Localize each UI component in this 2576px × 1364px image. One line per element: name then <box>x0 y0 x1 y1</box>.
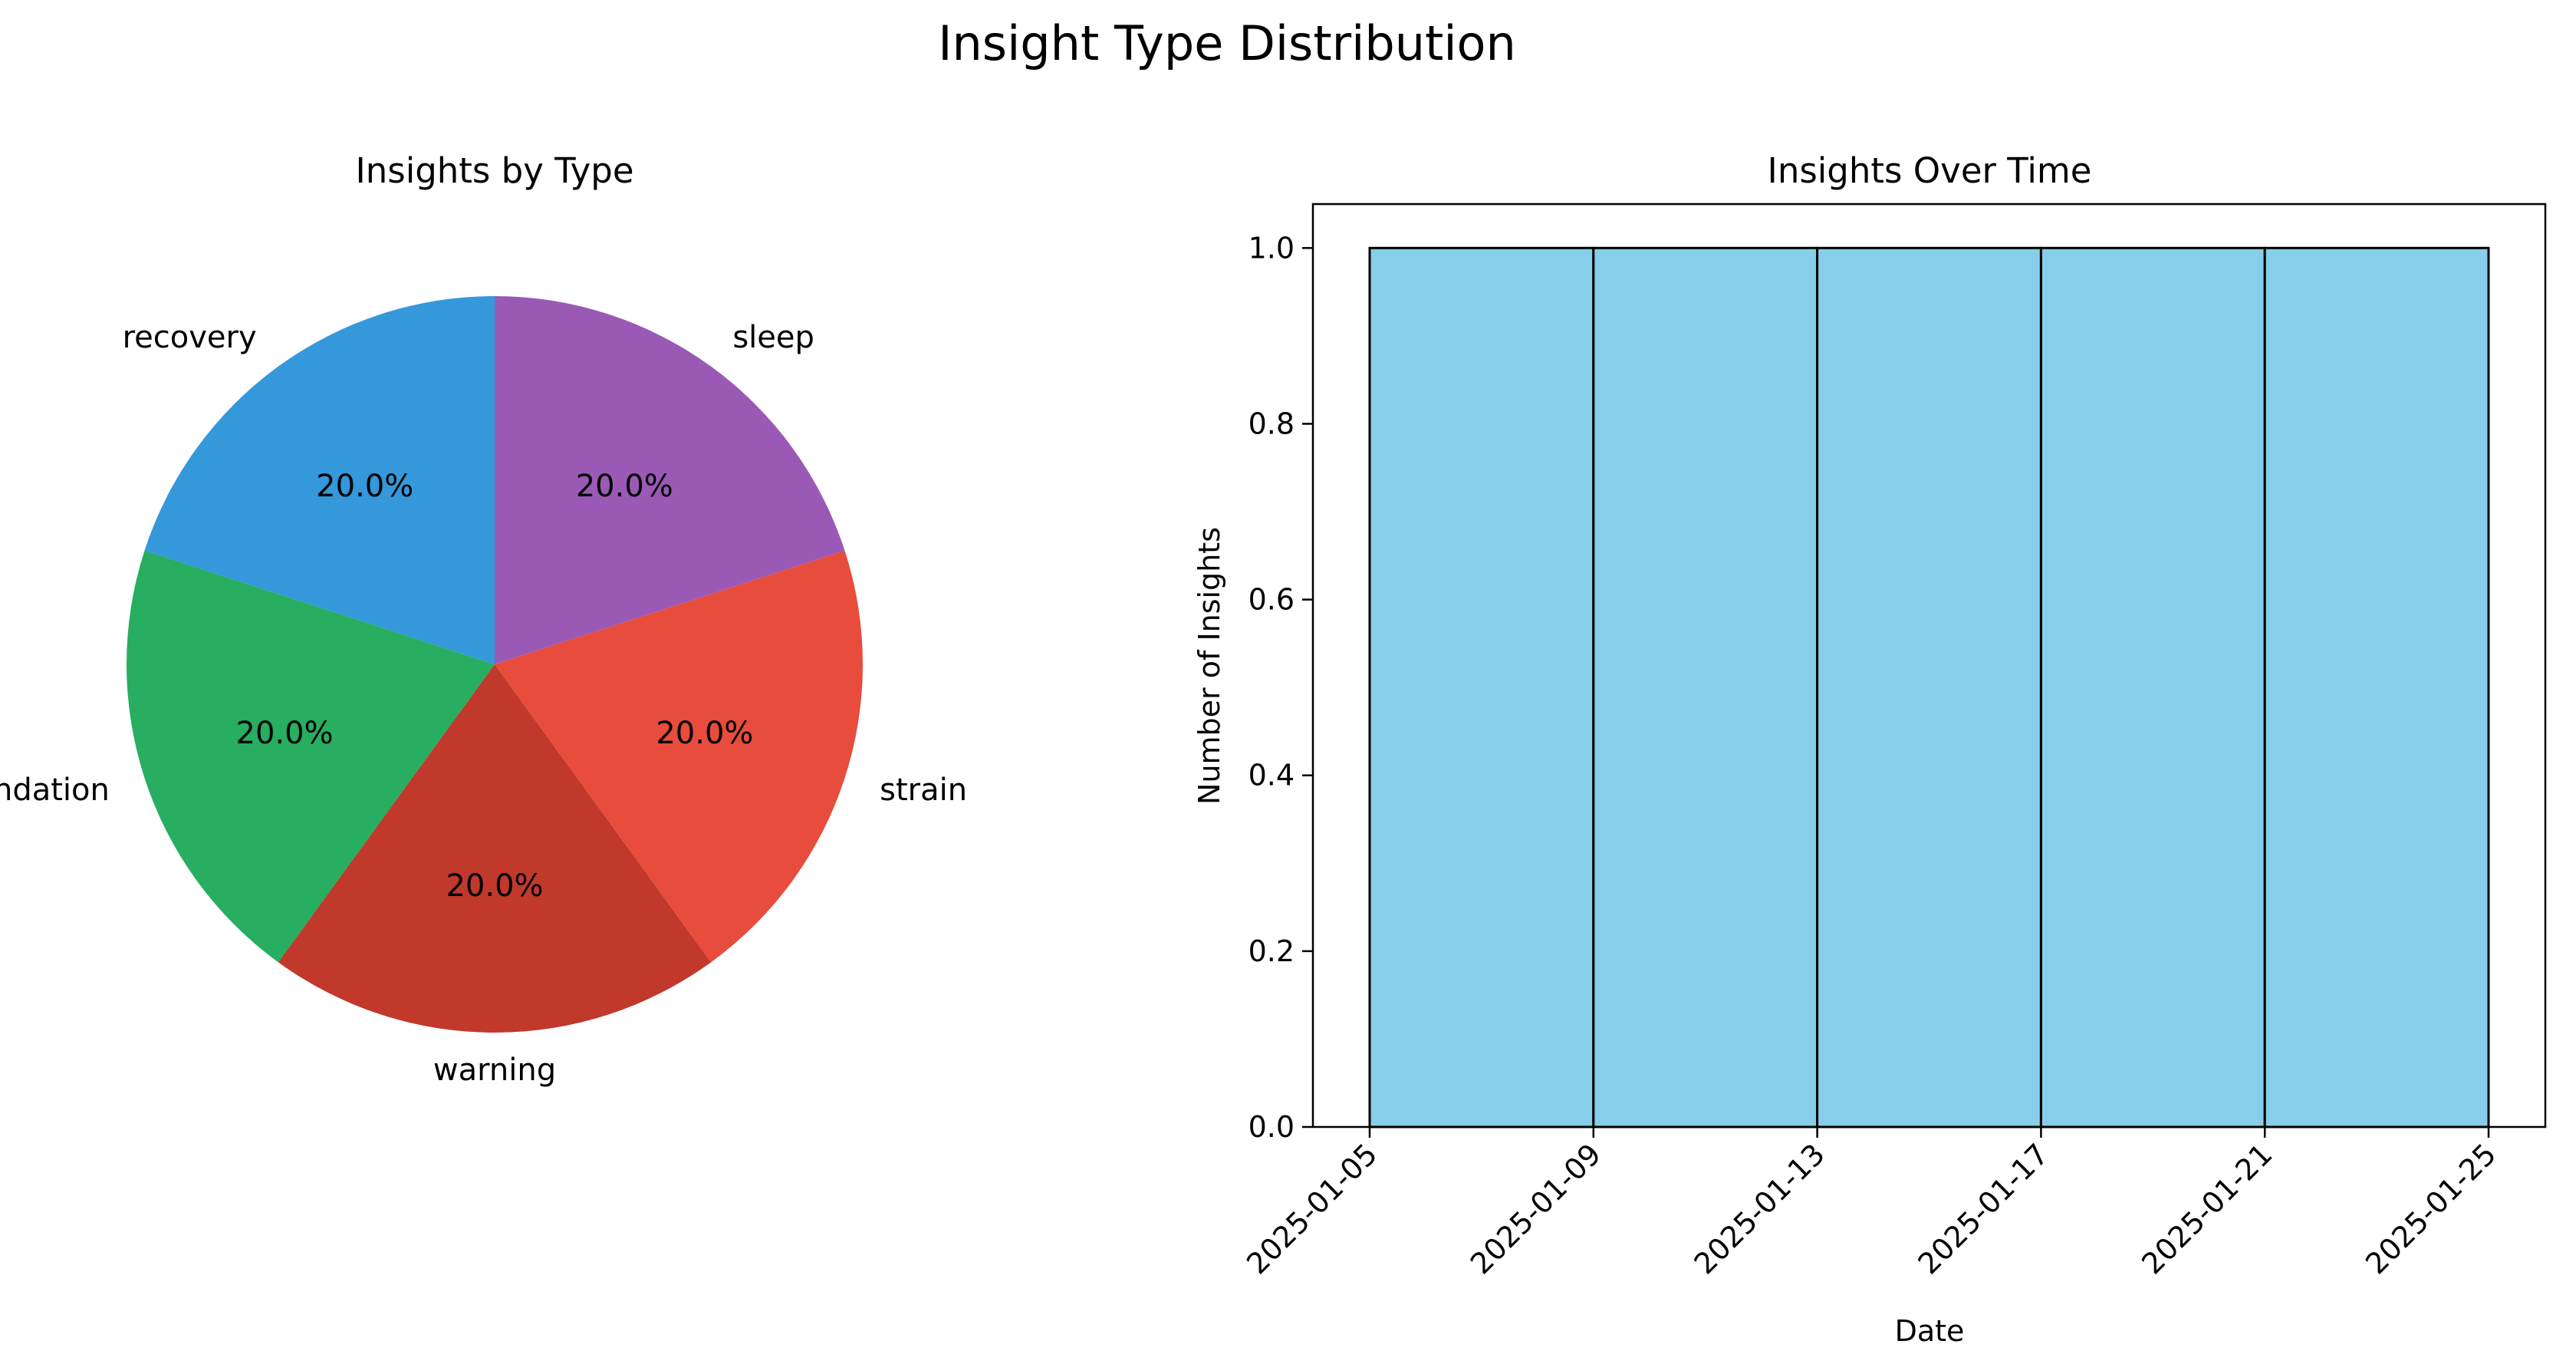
x-tick-label: 2025-01-05 <box>1240 1137 1383 1280</box>
histogram-bars <box>1368 246 2490 1128</box>
pie-label-warning: warning <box>433 1053 556 1088</box>
pie-labels: recovery 20.0% recommendation 20.0% warning 2… <box>0 320 967 1088</box>
pie-slice-sleep <box>495 296 845 664</box>
x-tick-label: 2025-01-25 <box>2359 1137 2502 1280</box>
histogram-bar-4 <box>2039 246 2266 1128</box>
histogram-bar-3 <box>1816 246 2042 1128</box>
plot-area-frame <box>1311 203 2547 1128</box>
y-tick-label: 1.0 <box>1249 231 1295 265</box>
x-tick-label: 2025-01-09 <box>1464 1137 1607 1280</box>
pie-percent-sleep: 20.0% <box>576 469 673 504</box>
pie-label-recovery: recovery <box>123 320 257 355</box>
pie-percent-recommendation: 20.0% <box>236 716 334 751</box>
pie-chart-title: Insights by Type <box>355 150 633 191</box>
bar-chart-title: Insights Over Time <box>1768 150 2092 191</box>
x-axis: 2025-01-05 2025-01-09 2025-01-13 2025-01-17… <box>1240 1127 2502 1281</box>
figure-title: Insight Type Distribution <box>938 15 1516 71</box>
bar-chart: Insights Over Time 0.0 0.2 0.4 0.6 0.8 1.0 20… <box>1193 150 2547 1348</box>
x-tick-label: 2025-01-17 <box>1911 1137 2055 1280</box>
y-tick-label: 0.6 <box>1249 583 1295 617</box>
pie-percent-recovery: 20.0% <box>316 469 413 504</box>
histogram-bar-5 <box>2263 246 2490 1128</box>
x-tick-label: 2025-01-21 <box>2135 1137 2278 1280</box>
y-tick-label: 0.4 <box>1249 759 1295 792</box>
pie-slice-strain <box>495 550 863 963</box>
y-axis: 0.0 0.2 0.4 0.6 0.8 1.0 <box>1249 231 1313 1144</box>
pie-slice-recovery <box>144 296 495 664</box>
y-tick-label: 0.8 <box>1249 407 1295 440</box>
pie-percent-warning: 20.0% <box>446 868 543 904</box>
pie-slices <box>126 296 863 1033</box>
pie-label-sleep: sleep <box>732 320 814 355</box>
histogram-bar-1 <box>1368 246 1595 1128</box>
y-tick-label: 0.2 <box>1249 934 1295 968</box>
pie-label-recommendation: recommendation <box>0 773 110 808</box>
x-axis-label: Date <box>1895 1314 1965 1348</box>
x-tick-label: 2025-01-13 <box>1688 1137 1831 1280</box>
y-tick-label: 0.0 <box>1249 1110 1295 1144</box>
pie-label-strain: strain <box>880 773 967 808</box>
pie-slice-recommendation <box>126 550 495 963</box>
pie-slice-warning <box>278 664 712 1033</box>
pie-percent-strain: 20.0% <box>656 716 753 751</box>
histogram-bar-2 <box>1592 246 1819 1128</box>
y-axis-label: Number of Insights <box>1193 527 1226 805</box>
pie-chart: Insights by Type recovery 20.0% recommenda… <box>0 150 967 1088</box>
